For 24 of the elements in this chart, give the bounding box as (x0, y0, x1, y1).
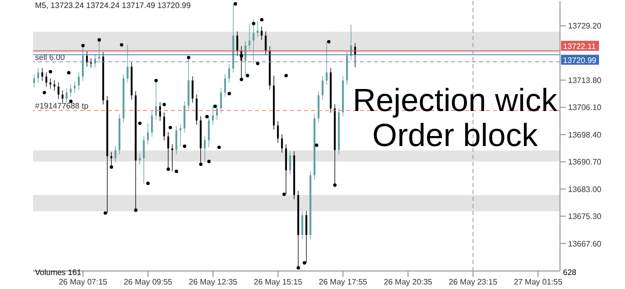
x-tick-label: 26 May 12:35 (188, 278, 238, 287)
x-tick-label: 26 May 23:15 (448, 278, 498, 287)
y-tick-label: 13706.10 (568, 103, 602, 112)
y-tick-label: 13713.80 (568, 76, 602, 85)
ref-line-label: 13720.99 (563, 56, 597, 65)
y-tick-label: 13698.40 (568, 130, 602, 140)
y-tick-label: 13690.70 (568, 158, 602, 167)
y-tick-label: 13683.00 (568, 184, 602, 194)
x-tick-label: 26 May 17:55 (318, 278, 368, 287)
x-tick-label: 26 May 07:15 (58, 278, 108, 287)
text: 628 (563, 268, 576, 277)
annotation: Rejection wick (352, 82, 558, 118)
y-tick-label: 13675.30 (568, 212, 602, 222)
x-tick-label: 26 May 15:15 (254, 278, 303, 287)
ref-line-label: 13722.11 (563, 42, 596, 51)
x-tick-label: 26 May 09:55 (124, 278, 173, 287)
y-tick-label: 13667.60 (568, 239, 602, 248)
annotation: Order block (372, 117, 538, 153)
x-tick-label: 27 May 01:55 (514, 278, 563, 287)
y-tick-label: 13729.20 (568, 22, 602, 31)
x-tick-label: 26 May 20:35 (384, 278, 433, 287)
annotation: Volumes 161 (35, 268, 82, 277)
ref-line-label: #191477688 tp (35, 102, 89, 111)
chart-title: M5, 13723.24 13724.24 13717.49 13720.99 (35, 1, 191, 10)
